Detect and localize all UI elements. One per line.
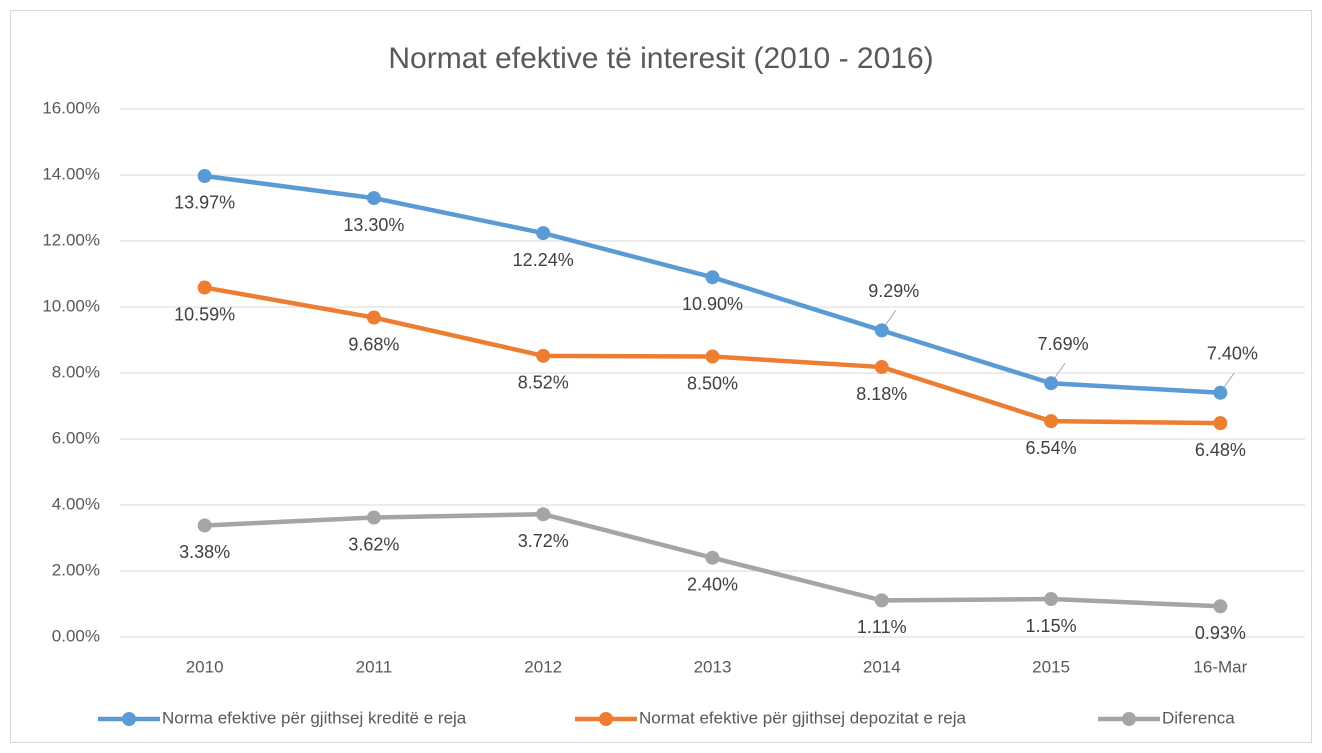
- data-label: 0.93%: [1195, 623, 1246, 643]
- y-tick-label: 14.00%: [42, 164, 100, 183]
- x-tick-label: 2011: [356, 657, 393, 676]
- point: [536, 507, 551, 522]
- data-label: 3.72%: [518, 531, 569, 551]
- point: [536, 226, 551, 241]
- point: [705, 550, 720, 565]
- y-tick-label: 16.00%: [42, 98, 100, 117]
- data-label: 1.15%: [1026, 616, 1077, 636]
- y-tick-label: 12.00%: [42, 230, 100, 249]
- data-label: 3.38%: [179, 542, 230, 562]
- data-label: 8.18%: [856, 384, 907, 404]
- data-label: 7.40%: [1207, 344, 1258, 364]
- data-label: 13.30%: [343, 215, 404, 235]
- leader-line: [1223, 372, 1235, 388]
- y-tick-label: 4.00%: [52, 494, 100, 513]
- point: [1213, 599, 1228, 614]
- data-label: 12.24%: [513, 250, 574, 270]
- x-tick-label: 2014: [863, 657, 901, 676]
- point: [705, 270, 720, 285]
- point: [366, 191, 381, 206]
- chart-border: [10, 10, 1312, 743]
- point: [1044, 376, 1059, 391]
- data-label: 2.40%: [687, 575, 738, 595]
- data-label: 7.69%: [1038, 334, 1089, 354]
- legend-label: Diferenca: [1162, 708, 1235, 727]
- data-label: 10.90%: [682, 294, 743, 314]
- point: [197, 168, 212, 183]
- data-label: 13.97%: [174, 193, 235, 213]
- legend-marker: [1122, 712, 1136, 726]
- data-label: 6.54%: [1026, 438, 1077, 458]
- point: [1213, 416, 1228, 431]
- x-tick-label: 2015: [1032, 657, 1070, 676]
- data-label: 9.29%: [868, 281, 919, 301]
- point: [874, 360, 889, 375]
- y-tick-label: 2.00%: [52, 560, 100, 579]
- legend-marker: [122, 712, 136, 726]
- data-label: 10.59%: [174, 304, 235, 324]
- chart-title: Normat efektive të interesit (2010 - 201…: [388, 42, 933, 75]
- point: [536, 348, 551, 363]
- point: [1044, 414, 1059, 429]
- data-label: 8.52%: [518, 373, 569, 393]
- legend-marker: [599, 712, 613, 726]
- point: [1213, 385, 1228, 400]
- point: [366, 510, 381, 525]
- point: [197, 518, 212, 533]
- x-tick-label: 2013: [694, 657, 732, 676]
- y-tick-label: 8.00%: [52, 362, 100, 381]
- leader-line: [885, 310, 897, 325]
- x-tick-label: 2010: [186, 657, 224, 676]
- point: [197, 280, 212, 295]
- data-label: 3.62%: [348, 534, 399, 554]
- y-tick-label: 0.00%: [52, 626, 100, 645]
- point: [705, 349, 720, 364]
- x-tick-label: 16-Mar: [1193, 657, 1247, 676]
- point: [874, 593, 889, 608]
- data-label: 1.11%: [857, 617, 907, 637]
- point: [874, 323, 889, 338]
- point: [1044, 592, 1059, 607]
- y-tick-label: 10.00%: [42, 296, 100, 315]
- legend-label: Norma efektive për gjithsej kreditë e re…: [162, 708, 467, 727]
- point: [366, 310, 381, 325]
- legend-label: Normat efektive për gjithsej depozitat e…: [639, 708, 966, 727]
- data-label: 9.68%: [348, 334, 399, 354]
- leader-line: [1054, 362, 1066, 378]
- data-label: 6.48%: [1195, 440, 1246, 460]
- x-tick-label: 2012: [524, 657, 562, 676]
- data-label: 8.50%: [687, 373, 738, 393]
- y-tick-label: 6.00%: [52, 428, 100, 447]
